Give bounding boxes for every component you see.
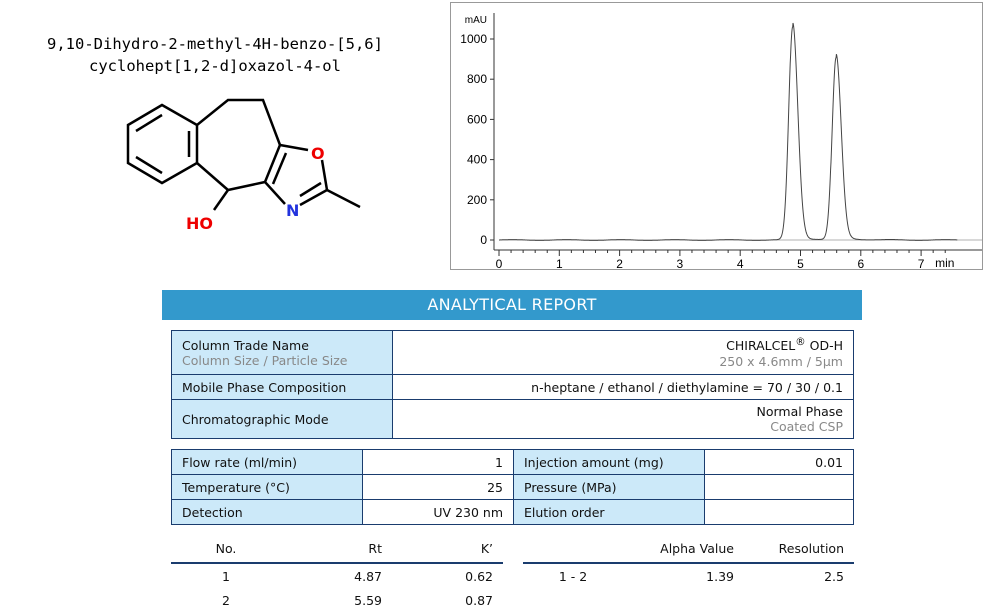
separation-table: Alpha Value Resolution 1 - 2 1.39 2.5 — [523, 534, 854, 588]
x-tick-label: 5 — [797, 257, 804, 269]
y-tick-label: 400 — [467, 153, 487, 167]
x-tick-label: 3 — [677, 257, 684, 269]
x-tick-label: 1 — [556, 257, 563, 269]
retention-table: No. Rt K’ 1 4.87 0.62 2 5.59 0.87 — [171, 534, 503, 612]
svg-text:HO: HO — [186, 214, 213, 233]
conditions-table: Flow rate (ml/min) 1 Injection amount (mg)… — [171, 449, 854, 525]
table-row: 1 - 2 1.39 2.5 — [558, 568, 844, 584]
y-tick-label: 200 — [467, 193, 487, 207]
y-tick-label: 800 — [467, 72, 487, 86]
x-tick-label: 2 — [616, 257, 623, 269]
column-table: Column Trade Name Column Size / Particle … — [171, 330, 854, 439]
svg-text:N: N — [286, 201, 299, 220]
y-axis-label: mAU — [465, 15, 487, 26]
y-tick-label: 600 — [467, 112, 487, 126]
report-banner: ANALYTICAL REPORT — [162, 290, 862, 320]
table-row: 2 5.59 0.87 — [222, 592, 493, 608]
x-tick-label: 7 — [918, 257, 925, 269]
chromatogram-plot: 0 200 400 600 800 1000 0 1 2 3 4 5 6 7 mAU min — [460, 13, 982, 271]
x-tick-label: 6 — [857, 257, 864, 269]
table-row: 1 4.87 0.62 — [222, 568, 493, 584]
chromatogram-trace — [499, 22, 958, 241]
molecule-structure: O N HO — [126, 98, 361, 233]
compound-name: 9,10-Dihydro-2-methyl-4H-benzo-[5,6] cyc… — [47, 35, 383, 75]
y-tick-label: 1000 — [460, 32, 487, 46]
x-axis-label: min — [935, 256, 954, 269]
x-tick-label: 4 — [737, 257, 744, 269]
svg-text:O: O — [311, 144, 325, 163]
x-tick-label: 0 — [496, 257, 503, 269]
chromatogram: 0 200 400 600 800 1000 0 1 2 3 4 5 6 7 mAU min — [450, 2, 983, 271]
y-tick-label: 0 — [480, 233, 487, 247]
